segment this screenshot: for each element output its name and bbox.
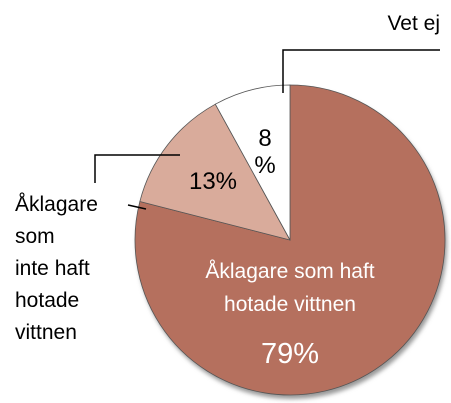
- leader-line: [282, 49, 440, 93]
- value-label: 8%: [254, 125, 275, 179]
- label-line: 79%: [261, 338, 319, 370]
- category-label: Åklagare som haft hotade vittnen: [205, 260, 374, 316]
- label-line: som: [15, 225, 55, 248]
- label-line: Åklagare som haft: [205, 260, 374, 283]
- leader-line: [94, 154, 180, 183]
- slices: [134, 84, 446, 396]
- category-label: Åklagare som inte haft hotade vittnen: [15, 193, 98, 344]
- label-line: inte haft: [15, 257, 90, 280]
- label-line: 13%: [189, 168, 237, 195]
- pie-slice: [139, 103, 291, 241]
- labels: Åklagare som haft hotade vittnen Åklagare s…: [15, 12, 440, 370]
- label-line: %: [254, 152, 275, 179]
- label-line: Vet ej: [387, 12, 440, 35]
- label-line: vittnen: [15, 321, 77, 344]
- label-line: Åklagare: [15, 193, 98, 216]
- value-label: 79%: [261, 338, 319, 370]
- label-line: 8: [258, 125, 271, 152]
- leader-line: [127, 204, 147, 210]
- category-label: Vet ej: [387, 12, 440, 35]
- pie-slice: [134, 84, 446, 396]
- pie-slice: [214, 84, 291, 241]
- label-line: hotade vittnen: [224, 293, 356, 316]
- value-label: 13%: [189, 168, 237, 195]
- label-line: hotade: [15, 289, 79, 312]
